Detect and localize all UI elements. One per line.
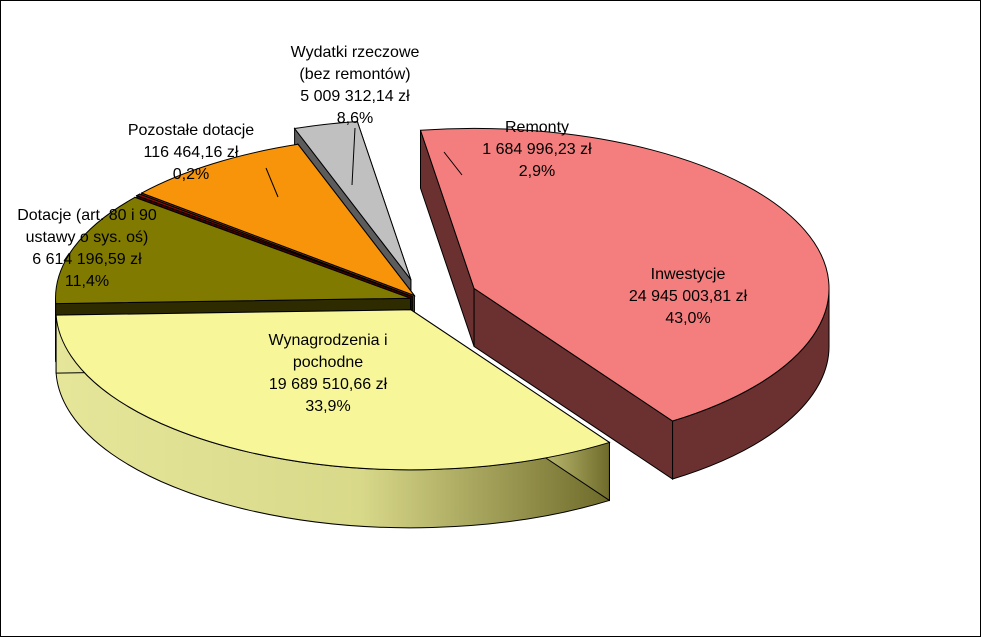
label-remonty: Remonty 1 684 996,23 zł 2,9% — [437, 117, 637, 183]
label-remonty-name: Remonty — [504, 119, 570, 136]
label-inwestycje: Inwestycje 24 945 003,81 zł 43,0% — [573, 264, 803, 330]
label-dotacje-name-2: ustawy o sys. oś) — [25, 229, 149, 246]
slice-wydatki-rzeczowe — [140, 143, 416, 297]
label-wynagrodzenia-percent: 33,9% — [305, 398, 351, 415]
label-pozostale-dotacje-percent: 0,2% — [172, 166, 210, 183]
label-wydatki-rzeczowe: Wydatki rzeczowe (bez remontów) 5 009 31… — [240, 42, 470, 130]
label-inwestycje-amount: 24 945 003,81 zł — [628, 288, 748, 305]
slice-remonty — [293, 121, 412, 281]
label-wydatki-rzeczowe-percent: 8,6% — [336, 110, 374, 127]
slice-pozostale-dotacje — [135, 193, 413, 297]
label-remonty-amount: 1 684 996,23 zł — [482, 141, 592, 158]
label-dotacje: Dotacje (art. 80 i 90 ustawy o sys. oś) … — [0, 205, 174, 293]
label-dotacje-name-1: Dotacje (art. 80 i 90 — [17, 207, 157, 224]
label-pozostale-dotacje: Pozostałe dotacje 116 464,16 zł 0,2% — [88, 120, 294, 186]
label-inwestycje-name: Inwestycje — [650, 266, 726, 283]
label-dotacje-amount: 6 614 196,59 zł — [32, 251, 142, 268]
slice-inwestycje — [419, 127, 830, 422]
label-wydatki-rzeczowe-name-1: Wydatki rzeczowe — [290, 44, 420, 61]
side-inwestycje — [419, 130, 830, 480]
label-pozostale-dotacje-amount: 116 464,16 zł — [143, 144, 239, 161]
label-inwestycje-percent: 43,0% — [665, 310, 711, 327]
leader-pozostale-dotacje — [265, 167, 279, 198]
label-wydatki-rzeczowe-amount: 5 009 312,14 zł — [300, 88, 410, 105]
leader-remonty — [443, 151, 463, 176]
label-pozostale-dotacje-name: Pozostałe dotacje — [127, 122, 255, 139]
label-wydatki-rzeczowe-name-2: (bez remontów) — [299, 66, 411, 83]
label-wynagrodzenia-amount: 19 689 510,66 zł — [268, 376, 388, 393]
slice-wynagrodzenia — [55, 309, 611, 471]
label-wynagrodzenia-name-2: pochodne — [292, 354, 364, 371]
label-dotacje-percent: 11,4% — [64, 273, 110, 290]
label-wynagrodzenia: Wynagrodzenia i pochodne 19 689 510,66 z… — [228, 330, 428, 418]
leader-wydatki-rzeczowe — [351, 127, 356, 186]
pie-leaders — [265, 127, 463, 198]
label-remonty-percent: 2,9% — [518, 163, 556, 180]
label-wynagrodzenia-name-1: Wynagrodzenia i — [268, 332, 388, 349]
slice-dotacje — [55, 196, 411, 305]
pie-tops — [55, 121, 830, 471]
